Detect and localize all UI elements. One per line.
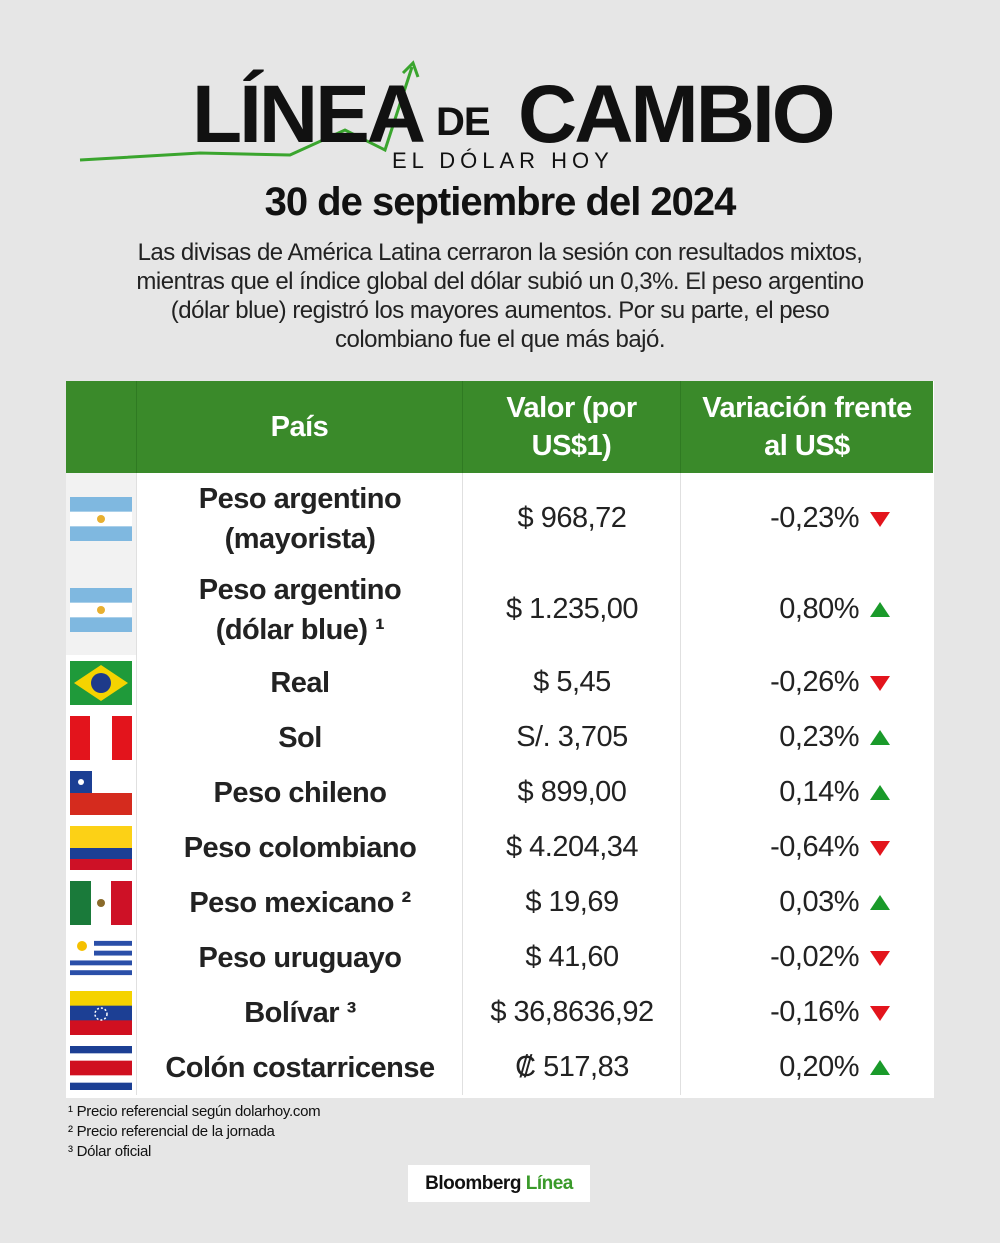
country-cell: Peso colombiano — [183, 831, 417, 864]
variation-cell: 0,23% — [779, 721, 859, 753]
value-cell: $ 5,45 — [533, 666, 611, 698]
value-cell: $ 36,8636,92 — [490, 996, 654, 1028]
flag — [70, 880, 132, 925]
table: País Valor (por US$1) Variación frente al … — [66, 381, 934, 1098]
country-cell: Colón costarricense — [165, 1051, 435, 1084]
arrow-down — [870, 511, 890, 527]
trend-arrow — [865, 875, 895, 930]
flag — [70, 587, 132, 632]
footnote: ¹ Precio referencial según dolarhoy.com — [68, 1103, 321, 1120]
logo-word: LÍNEA — [192, 69, 426, 160]
trend-arrow — [865, 820, 895, 875]
column-separator — [680, 381, 681, 473]
trend-arrow — [865, 1040, 895, 1095]
variation-cell: 0,14% — [779, 776, 859, 808]
country-cell: Peso argentino (mayorista) — [198, 482, 402, 555]
country-cell: Peso argentino (dólar blue) ¹ — [198, 573, 402, 646]
logo-word: CAMBIO — [518, 69, 836, 160]
arrow-down — [870, 840, 890, 856]
header-cell: País — [137, 381, 462, 473]
value-cell: $ 968,72 — [517, 502, 627, 534]
flag-cell — [66, 1040, 136, 1095]
trend-arrow — [865, 655, 895, 710]
flag-cell — [66, 875, 136, 930]
flag — [70, 990, 132, 1035]
header-cell — [66, 381, 136, 473]
value-cell: $ 899,00 — [517, 776, 627, 808]
arrow-down — [870, 950, 890, 966]
variation-cell: -0,64% — [770, 831, 859, 863]
trend-arrow — [865, 473, 895, 564]
description: Las divisas de América Latina cerraron l… — [136, 239, 864, 353]
country-cell: Peso chileno — [213, 776, 387, 809]
value-cell: $ 19,69 — [525, 886, 619, 918]
variation-cell: -0,02% — [770, 941, 859, 973]
flag — [70, 935, 132, 980]
arrow-up — [870, 1059, 890, 1075]
arrow-down — [870, 675, 890, 691]
country-cell: Sol — [278, 721, 322, 754]
trend-arrow — [865, 930, 895, 985]
flag-cell — [66, 710, 136, 765]
country-cell: Real — [270, 666, 330, 699]
country-cell: Peso uruguayo — [198, 941, 403, 974]
value-cell: ₡ 517,83 — [515, 1051, 629, 1083]
flag — [70, 770, 132, 815]
trend-arrow — [865, 564, 895, 655]
flag-cell — [66, 930, 136, 985]
arrow-down — [870, 1005, 890, 1021]
column-separator — [462, 381, 463, 473]
brand-product: Línea — [525, 1172, 574, 1194]
brand-name: Bloomberg — [425, 1172, 521, 1194]
variation-cell: 0,80% — [779, 593, 859, 625]
arrow-up — [870, 729, 890, 745]
flag-cell — [66, 473, 136, 564]
value-cell: $ 4.204,34 — [505, 831, 639, 863]
footnote: ² Precio referencial de la jornada — [68, 1123, 275, 1140]
arrow-up — [870, 894, 890, 910]
variation-cell: 0,20% — [779, 1051, 859, 1083]
flag — [70, 496, 132, 541]
value-cell: $ 41,60 — [525, 941, 619, 973]
trend-arrow — [865, 985, 895, 1040]
flag-cell — [66, 655, 136, 710]
logo-subtitle: EL DÓLAR HOY — [392, 148, 614, 173]
footnote: ³ Dólar oficial — [68, 1143, 152, 1160]
flag-cell — [66, 820, 136, 875]
arrow-up — [870, 784, 890, 800]
column-separator — [136, 381, 137, 473]
logo-art — [79, 60, 420, 162]
arrow-up — [870, 601, 890, 617]
flag — [70, 715, 132, 760]
column-separator — [136, 473, 137, 1095]
variation-cell: -0,16% — [770, 996, 859, 1028]
logo-trend-line — [79, 66, 414, 162]
trend-arrow — [865, 765, 895, 820]
trend-arrow — [865, 710, 895, 765]
variation-cell: -0,26% — [770, 666, 859, 698]
header-cell: Valor (por US$1) — [463, 381, 680, 473]
variation-cell: 0,03% — [779, 886, 859, 918]
flag-cell — [66, 564, 136, 655]
country-cell: Bolívar ³ — [244, 996, 356, 1029]
column-separator — [680, 473, 681, 1095]
value-cell: S/. 3,705 — [516, 721, 628, 753]
flag — [70, 660, 132, 705]
date-title: 30 de septiembre del 2024 — [264, 180, 737, 224]
logo-word: DE — [436, 100, 491, 144]
header-cell: Variación frente al US$ — [681, 381, 933, 473]
flag — [70, 1045, 132, 1090]
brand-logo: Bloomberg Línea — [408, 1165, 590, 1202]
flag — [70, 825, 132, 870]
country-cell: Peso mexicano ² — [189, 886, 411, 919]
column-separator — [462, 473, 463, 1095]
value-cell: $ 1.235,00 — [505, 593, 639, 625]
variation-cell: -0,23% — [770, 502, 859, 534]
flag-cell — [66, 765, 136, 820]
logo-trend-arrow — [401, 60, 420, 78]
flag-cell — [66, 985, 136, 1040]
